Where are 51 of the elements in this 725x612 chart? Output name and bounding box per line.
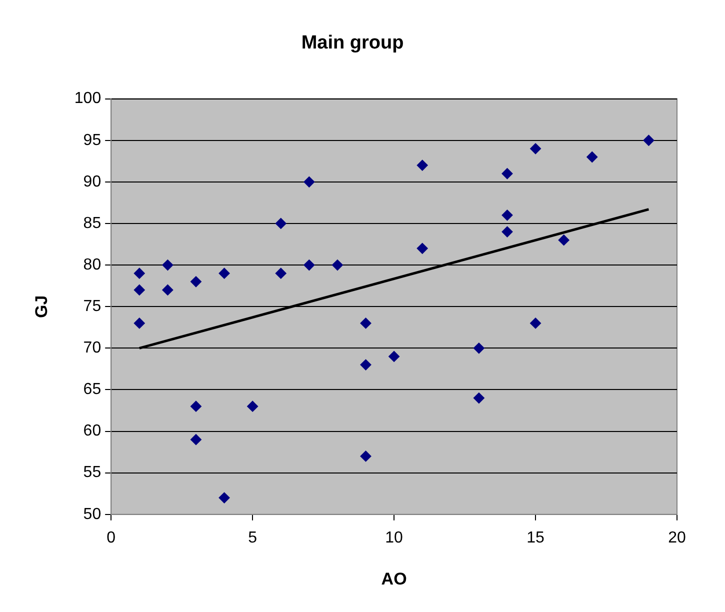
- x-tick-label: 15: [526, 529, 545, 546]
- point: [332, 260, 343, 271]
- y-tick-label: 55: [83, 464, 102, 482]
- point: [134, 268, 145, 279]
- point: [218, 268, 230, 279]
- point: [558, 234, 570, 246]
- point: [473, 392, 484, 404]
- point: [530, 318, 542, 329]
- point: [360, 359, 372, 370]
- point: [190, 276, 202, 288]
- point: [502, 226, 513, 238]
- point: [360, 450, 372, 462]
- y-tick-label: 80: [83, 256, 102, 274]
- x-tick-label: 10: [385, 529, 404, 546]
- point: [190, 434, 202, 446]
- point: [388, 350, 400, 362]
- point: [502, 210, 513, 221]
- point: [473, 342, 484, 354]
- chart-title: Main group: [301, 32, 404, 54]
- point: [586, 151, 598, 162]
- y-tick-label: 65: [83, 381, 102, 398]
- x-tick-label: 20: [668, 529, 686, 546]
- x-tick-label: 5: [248, 529, 258, 546]
- point: [218, 492, 230, 504]
- y-tick-label: 90: [83, 173, 102, 190]
- y-tick-label: 100: [74, 90, 102, 108]
- point: [275, 218, 286, 229]
- point: [360, 318, 372, 329]
- point: [134, 284, 145, 296]
- y-tick-label: 50: [83, 506, 102, 523]
- point: [162, 260, 174, 271]
- point: [416, 242, 428, 254]
- x-axis-title: AO: [381, 569, 407, 588]
- point: [190, 400, 202, 412]
- point: [275, 268, 286, 279]
- y-tick-label: 60: [83, 422, 102, 440]
- point: [247, 400, 258, 412]
- y-axis-title: GJ: [32, 295, 51, 318]
- point: [530, 143, 542, 154]
- y-tick-label: 70: [83, 340, 102, 357]
- point: [643, 134, 654, 146]
- x-tick-label: 0: [106, 529, 116, 546]
- point: [304, 260, 315, 271]
- y-tick-label: 95: [83, 132, 102, 149]
- point: [502, 168, 513, 180]
- point: [304, 176, 315, 188]
- point: [134, 318, 145, 329]
- y-tick-label: 85: [83, 214, 102, 232]
- point: [162, 284, 174, 296]
- y-tick-label: 75: [83, 298, 102, 316]
- point: [416, 160, 428, 171]
